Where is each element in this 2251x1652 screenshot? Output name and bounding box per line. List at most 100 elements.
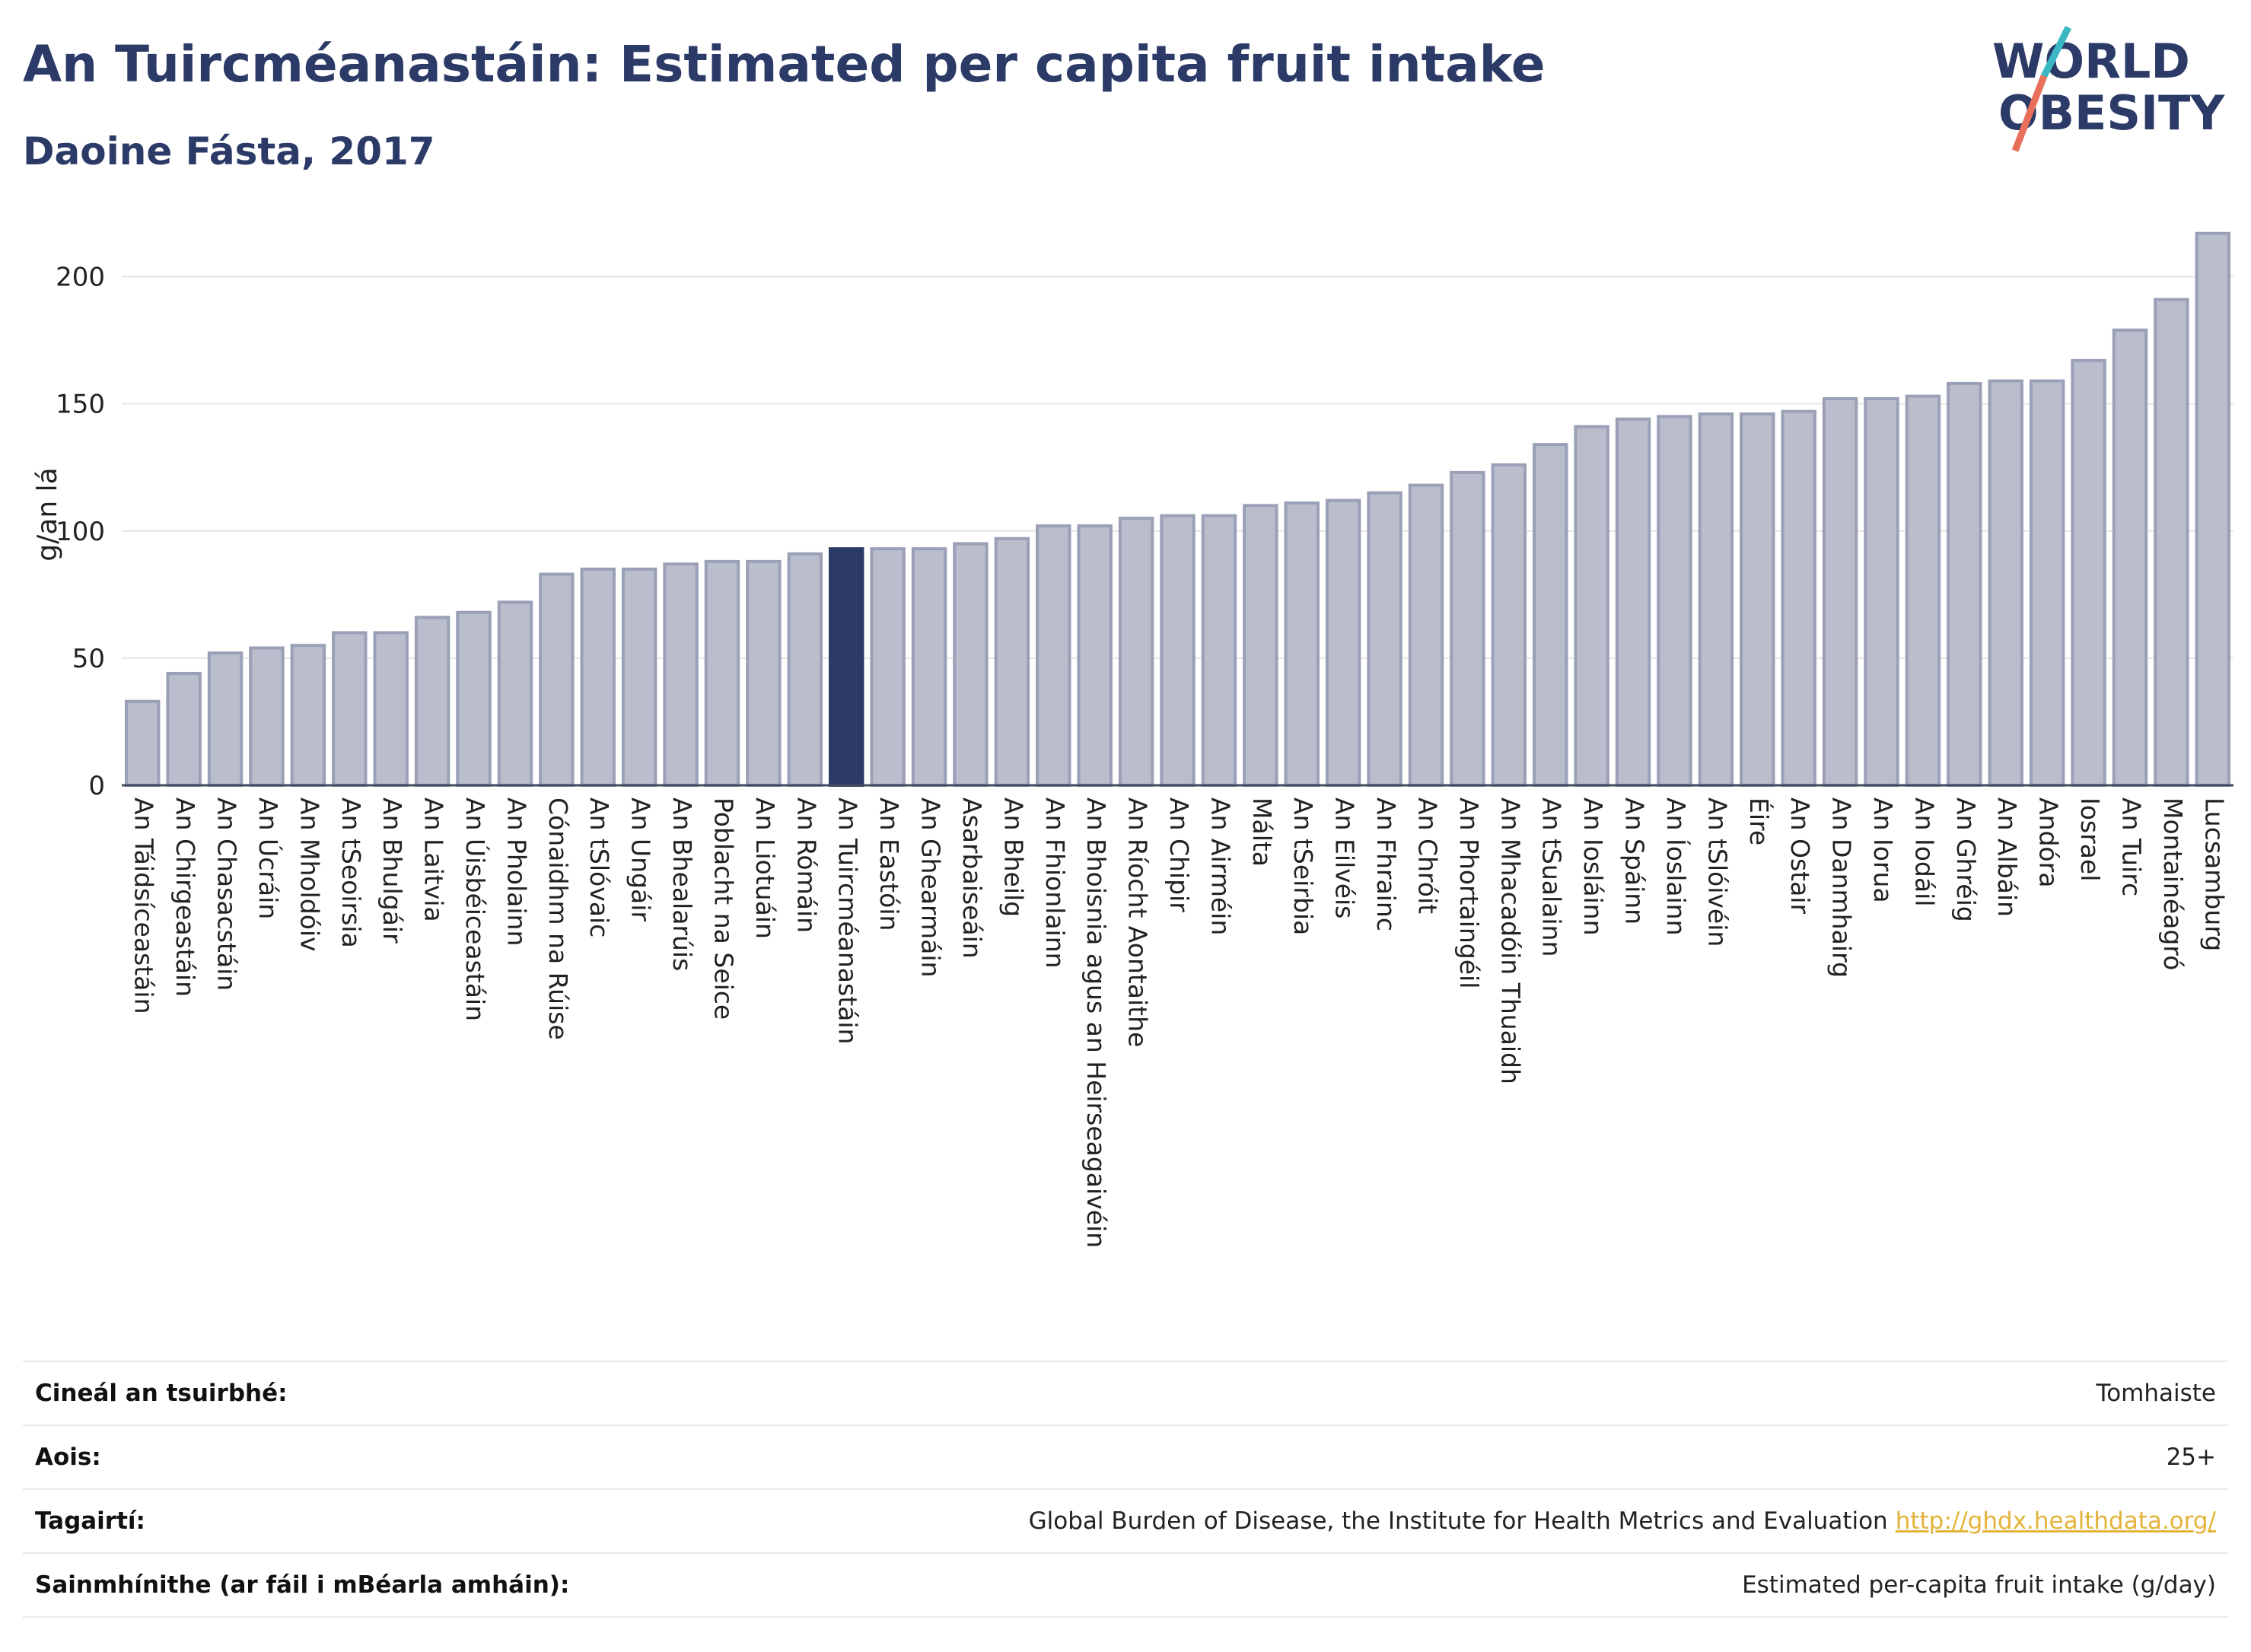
y-tick-label: 100: [56, 517, 105, 547]
bar: [1450, 470, 1485, 787]
y-tick-label: 150: [56, 390, 105, 420]
bar-chart: 0 50 100 150 200 g/an lá An Táidsíceastáin An C…: [32, 231, 2233, 1248]
x-tick-label: An tSeirbia: [1288, 797, 1318, 935]
x-tick-label: Éire: [1744, 797, 1775, 845]
bar: [1657, 415, 1692, 788]
x-tick-label: An Ghearmáin: [916, 797, 946, 977]
bar: [1077, 524, 1113, 787]
x-tick-label: An Liotuáin: [750, 797, 780, 939]
x-tick-label: An Ungáir: [626, 797, 656, 921]
x-tick-label: An Chróit: [1412, 797, 1442, 914]
bar: [2029, 379, 2065, 787]
x-tick-label: An Eilvéis: [1330, 797, 1360, 918]
bar: [1947, 381, 1982, 787]
bar: [166, 671, 202, 787]
x-tick-label: An Iodáil: [1909, 797, 1939, 906]
bar: [580, 567, 616, 788]
bar: [1160, 514, 1196, 787]
x-tick-label: An Fhionlainn: [1040, 797, 1070, 969]
x-tick-label: An Ríocht Aontaithe: [1123, 797, 1153, 1047]
x-tick-label: An Tuirc: [2116, 797, 2146, 896]
x-tick-label: An Rómáin: [791, 797, 821, 933]
x-tick-label: An Iorua: [1868, 797, 1898, 903]
bar: [2071, 358, 2106, 787]
x-tick-label: An Fhrainc: [1371, 797, 1401, 931]
x-tick-label: An Bhealarúis: [667, 797, 697, 971]
x-tick-label: An Chasacstáin: [212, 797, 242, 991]
bar: [704, 559, 740, 788]
x-tick-label: An Albáin: [1992, 797, 2022, 917]
bar: [373, 631, 409, 788]
x-tick-label: An Pholainn: [501, 797, 531, 946]
bar: [1574, 425, 1609, 787]
references-label: Tagairtí:: [35, 1507, 145, 1535]
world-obesity-logo: WORLD OBESITY: [1992, 25, 2225, 152]
x-tick-label: An Ghréig: [1951, 797, 1981, 922]
y-tick-label: 200: [56, 263, 105, 293]
y-tick-label: 0: [88, 771, 105, 801]
bar: [332, 631, 368, 788]
x-tick-label: Cónaidhm na Rúise: [543, 797, 573, 1040]
info-row-age: Aois: 25+: [23, 1424, 2228, 1488]
x-tick-label: An Ostair: [1785, 797, 1815, 914]
info-row-references: Tagairtí: Global Burden of Disease, the …: [23, 1488, 2228, 1552]
bar: [1325, 498, 1361, 787]
x-tick-label: An Táidsíceastáin: [129, 797, 159, 1014]
references-link[interactable]: http://ghdx.healthdata.org/: [1895, 1507, 2216, 1535]
bar: [2195, 231, 2231, 787]
bar: [1367, 491, 1402, 788]
x-tick-label: Iosrael: [2075, 797, 2105, 881]
x-tick-label: An Airméin: [1205, 797, 1235, 935]
bar: [290, 644, 326, 788]
bar: [1491, 463, 1527, 787]
bar: [124, 699, 161, 787]
bar: [539, 572, 575, 788]
definitions-value: Estimated per-capita fruit intake (g/day…: [1742, 1571, 2216, 1599]
x-tick-label: An Spáinn: [1620, 797, 1650, 925]
x-tick-label: An Bhulgáir: [377, 797, 407, 944]
bar: [746, 559, 782, 788]
bar: [994, 536, 1030, 787]
bar: [1408, 483, 1444, 788]
x-tick-label: An tSeoirsia: [336, 797, 366, 948]
x-tick-label: An Iosláinn: [1578, 797, 1608, 935]
definitions-label: Sainmhínithe (ar fáil i mBéarla amháin):: [35, 1571, 570, 1599]
bar: [621, 567, 657, 788]
bar: [414, 616, 451, 787]
bar: [911, 547, 947, 787]
x-tick-label: Andóra: [2034, 797, 2064, 887]
bar: [1905, 394, 1941, 787]
x-tick-label: An Danmhairg: [1827, 797, 1857, 978]
y-axis-label: g/an lá: [32, 467, 63, 561]
x-tick-label: An Bheilg: [998, 797, 1028, 917]
bar: [1864, 396, 1899, 788]
bar: [870, 547, 906, 787]
bar: [1740, 412, 1775, 788]
bar: [1781, 409, 1816, 788]
x-tick-label: Poblacht na Seice: [708, 797, 738, 1020]
x-tick-label: An Laitvia: [419, 797, 449, 922]
age-label: Aois:: [35, 1444, 101, 1471]
bar: [1201, 514, 1237, 787]
bar: [1118, 517, 1154, 787]
bar: [787, 552, 823, 787]
logo-word-world: WORLD: [1992, 33, 2190, 89]
bar: [1036, 524, 1071, 787]
logo-slash-coral: [2011, 75, 2048, 152]
bar: [1822, 396, 1858, 788]
x-tick-label: An tSlóvaic: [584, 797, 614, 937]
bar: [207, 651, 244, 788]
bar: [1243, 504, 1278, 787]
logo-slash-teal: [2040, 25, 2072, 78]
bar: [1698, 412, 1734, 788]
x-tick-label: An Mholdóiv: [295, 797, 324, 952]
highlighted-bar: [828, 547, 864, 787]
references-text: Global Burden of Disease, the Institute …: [1028, 1507, 1888, 1535]
bar: [1988, 379, 2023, 787]
info-row-survey-type: Cineál an tsuirbhé: Tomhaiste: [23, 1361, 2228, 1424]
bar: [1284, 501, 1320, 787]
references-value: Global Burden of Disease, the Institute …: [1029, 1507, 2228, 1535]
x-tick-label: An Úcráin: [253, 797, 284, 919]
info-row-definitions: Sainmhínithe (ar fáil i mBéarla amháin):…: [23, 1552, 2228, 1618]
bar: [456, 610, 492, 787]
